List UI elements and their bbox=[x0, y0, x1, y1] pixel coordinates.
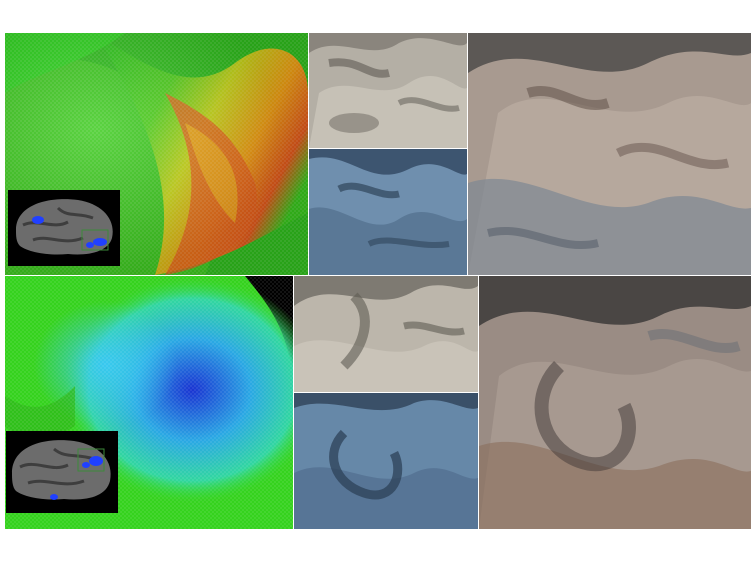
bottom-overlay-surface-panel bbox=[479, 276, 751, 529]
top-overlay-surface-panel bbox=[468, 33, 751, 275]
bottom-blue-surface-panel bbox=[294, 393, 478, 529]
bottom-brain-inset bbox=[6, 431, 118, 513]
top-blue-surface-panel bbox=[309, 149, 467, 275]
highlight-region bbox=[32, 216, 44, 224]
top-brain-inset bbox=[8, 190, 120, 266]
bottom-heatmap-surface-panel bbox=[5, 276, 293, 529]
bottom-grey-surface-panel bbox=[294, 276, 478, 392]
top-grey-surface-panel bbox=[309, 33, 467, 148]
